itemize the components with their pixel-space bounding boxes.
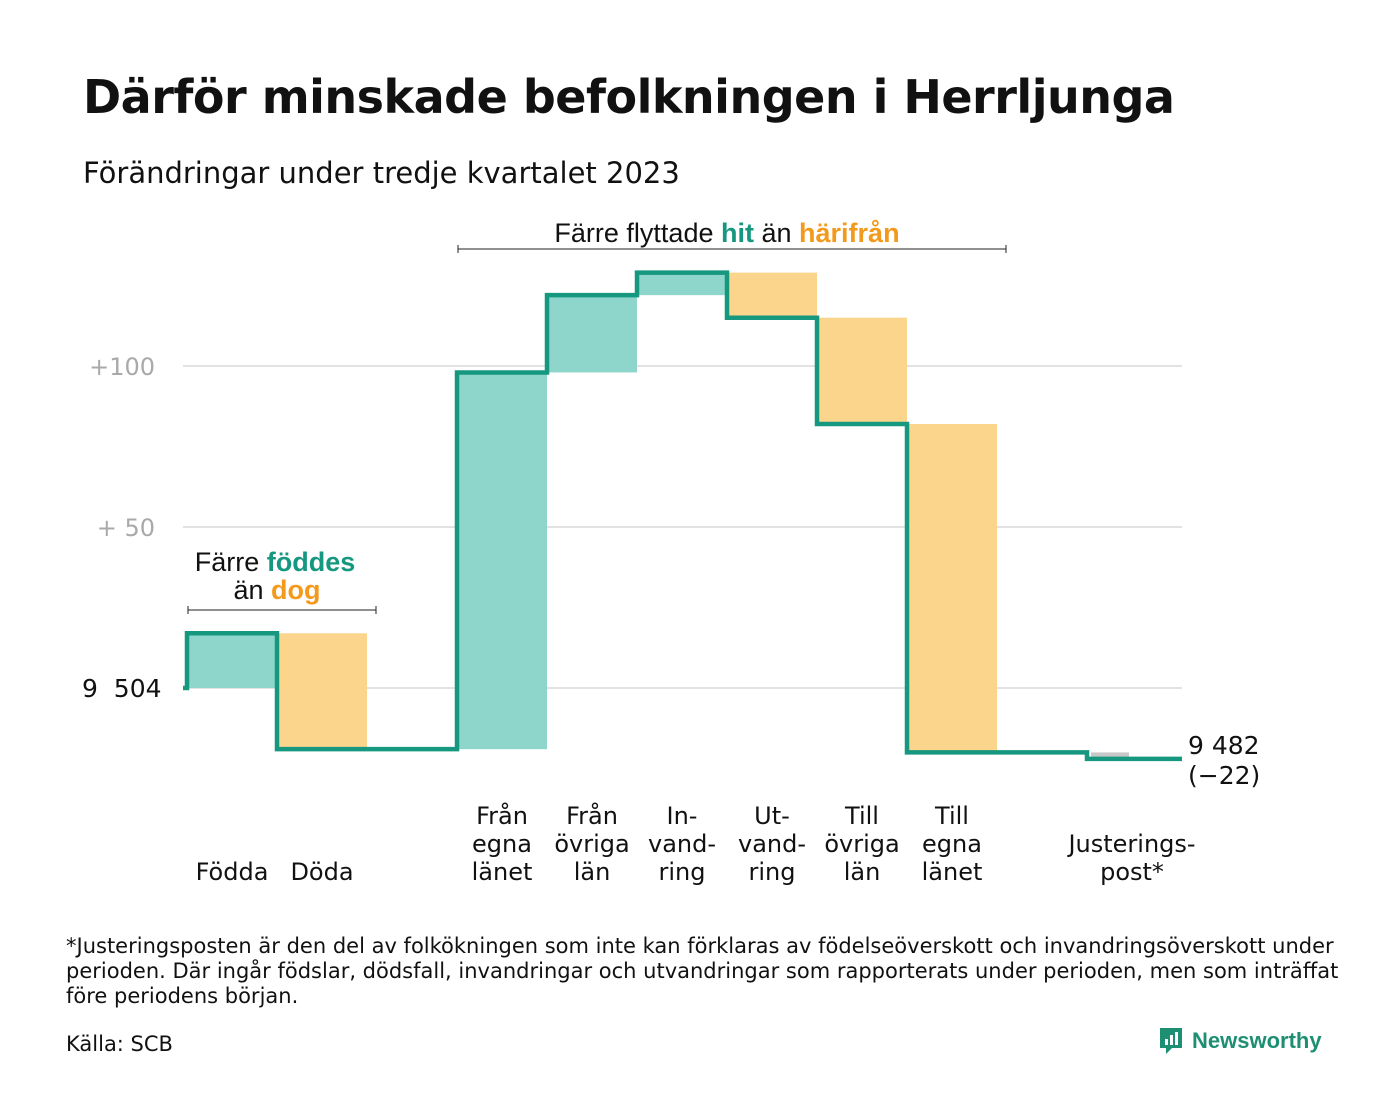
bar — [277, 633, 367, 750]
x-tick-label: övriga — [554, 830, 629, 858]
x-tick-label: vand- — [648, 830, 716, 858]
bar — [457, 372, 547, 750]
annotation-births-teal: föddes — [267, 547, 356, 577]
x-tick-label: övriga — [824, 830, 899, 858]
annotation-migration-orange: härifrån — [799, 218, 900, 248]
x-tick-label: egna — [922, 830, 982, 858]
step-line — [183, 270, 1182, 762]
x-tick-label: Döda — [290, 858, 353, 886]
x-axis-labels: Födda DödaFrånegnalänetFrånövrigalänIn-va… — [196, 801, 1196, 886]
x-tick-label: post* — [1100, 858, 1164, 886]
x-tick-label: ring — [749, 858, 796, 886]
x-tick-label: Till — [934, 802, 969, 830]
annotation-births-part: Färre — [195, 547, 267, 577]
x-tick-label: län — [844, 858, 881, 886]
end-change-label: (−22) — [1188, 761, 1260, 790]
end-value-label: 9 482 — [1188, 731, 1260, 760]
x-tick-label: Ut- — [754, 802, 790, 830]
annotation-migration-part: Färre flyttade — [554, 218, 721, 248]
annotation-births-orange: dog — [271, 575, 320, 605]
x-tick-label: Födda — [196, 858, 269, 886]
x-tick-label: Till — [844, 802, 879, 830]
x-tick-label: Justerings- — [1066, 830, 1195, 858]
bar — [547, 295, 637, 373]
bar — [727, 272, 817, 318]
annotation-births-line2: än dog — [233, 575, 320, 605]
brand-logo: Newsworthy — [1158, 1026, 1322, 1056]
bar — [907, 423, 997, 753]
newsworthy-logo-icon — [1160, 1028, 1182, 1054]
footnote: *Justeringsposten är den del av folkökni… — [66, 934, 1339, 1008]
brand-name: Newsworthy — [1192, 1028, 1322, 1053]
waterfall-chart: +100+ 50 Födda DödaFrånegnalänetFrånövrig… — [82, 218, 1260, 886]
y-tick-label: + 50 — [97, 514, 155, 542]
x-tick-label: länet — [472, 858, 533, 886]
annotation-births-line1: Färre föddes — [195, 547, 356, 577]
bar — [637, 272, 727, 296]
chart-subtitle: Förändringar under tredje kvartalet 2023 — [83, 156, 680, 190]
x-tick-label: länet — [922, 858, 983, 886]
start-value-label: 9 504 — [82, 674, 162, 703]
bars — [187, 272, 1129, 759]
bar — [1091, 752, 1129, 759]
x-tick-label: Från — [476, 801, 528, 830]
annotation-migration-part: än — [754, 218, 799, 248]
bar — [187, 633, 277, 688]
step-line-path — [183, 270, 1182, 762]
annotation-migration-teal: hit — [721, 218, 754, 248]
x-tick-label: Från — [566, 801, 618, 830]
annotations: Färre föddes än dog Färre flyttade hit ä… — [187, 218, 1007, 614]
x-tick-label: vand- — [738, 830, 806, 858]
x-tick-label: egna — [472, 830, 532, 858]
bar — [817, 317, 907, 424]
x-tick-label: län — [574, 858, 611, 886]
y-axis-labels: +100 + 50 — [89, 353, 155, 542]
x-tick-label: In- — [667, 802, 698, 830]
chart-title: Därför minskade befolkningen i Herrljung… — [83, 70, 1175, 124]
annotation-migration: Färre flyttade hit än härifrån — [554, 218, 899, 248]
source: Källa: SCB — [66, 1032, 173, 1056]
y-tick-label: +100 — [89, 353, 155, 381]
annotation-births-part: än — [233, 575, 271, 605]
x-tick-label: ring — [659, 858, 706, 886]
